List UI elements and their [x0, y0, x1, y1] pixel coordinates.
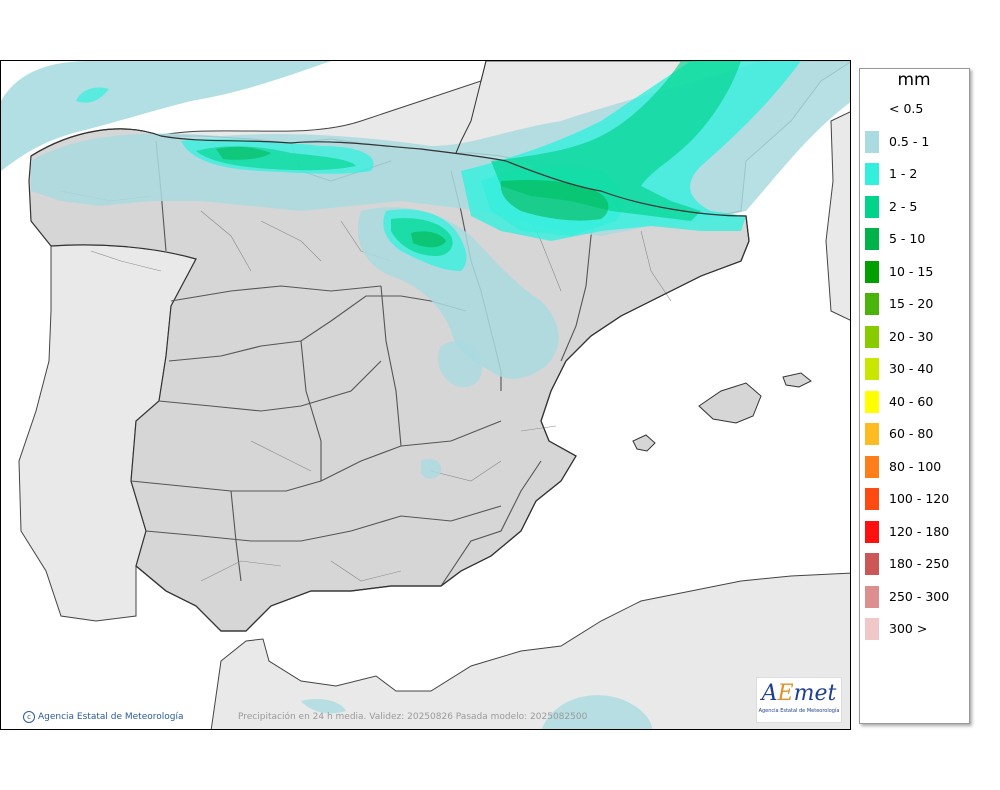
precip-5-10-pyrenees	[500, 179, 609, 221]
legend-swatch	[865, 260, 879, 283]
legend-label: < 0.5	[889, 101, 924, 116]
precipitation-layer	[1, 61, 850, 729]
legend-swatch	[865, 488, 879, 510]
legend-item: 0.5 - 1	[860, 130, 970, 154]
legend-item: < 0.5	[860, 97, 970, 121]
legend-label: 300 >	[889, 621, 928, 636]
legend-item: 2 - 5	[860, 195, 970, 219]
region-borders	[130, 140, 602, 587]
legend-swatch	[865, 325, 879, 348]
ibiza-land	[632, 434, 656, 452]
legend-item: 40 - 60	[860, 390, 970, 414]
legend-label: 15 - 20	[889, 296, 934, 311]
legend-item: 250 - 300	[860, 585, 970, 609]
legend-item: 300 >	[860, 617, 970, 641]
legend-label: 250 - 300	[889, 588, 950, 604]
legend-item: 1 - 2	[860, 162, 970, 186]
africa-land	[210, 572, 850, 729]
legend-swatch	[865, 585, 879, 608]
precip-5-10-cantabrian	[216, 146, 271, 160]
legend-item: 120 - 180	[860, 520, 970, 544]
legend-label: 1 - 2	[889, 166, 918, 181]
legend-swatch	[865, 553, 879, 575]
legend-swatch	[865, 358, 879, 380]
precip-0.5-1-iberian	[437, 341, 482, 388]
legend-swatch	[865, 130, 879, 153]
precip-0.5-1-northwest	[1, 61, 331, 171]
legend-label: 5 - 10	[889, 231, 926, 246]
legend-swatch	[865, 423, 879, 445]
france-coastline	[455, 61, 487, 154]
legend-swatch	[865, 195, 879, 218]
precip-5-10-ebro	[411, 231, 446, 248]
legend-label: 80 - 100	[889, 458, 942, 474]
copyright-icon: c	[23, 711, 35, 723]
sardinia-land	[825, 111, 850, 321]
legend-swatch	[865, 618, 879, 640]
legend-label: 2 - 5	[889, 198, 918, 214]
map-canvas	[1, 61, 850, 729]
legend-item: 20 - 30	[860, 325, 970, 349]
aemet-logo-mark: AEmet	[761, 681, 837, 706]
legend-item: 30 - 40	[860, 357, 970, 381]
legend-swatch	[865, 228, 879, 250]
precip-0.5-1-africa-west	[301, 699, 346, 714]
credit-label: Agencia Estatal de Meteorología	[38, 712, 184, 722]
legend-label: 30 - 40	[889, 361, 934, 376]
legend-item: 180 - 250	[860, 552, 970, 576]
aemet-logo: AEmet Agencia Estatal de Meteorología	[756, 677, 842, 723]
legend-label: 10 - 15	[889, 263, 934, 279]
legend-label: 120 - 180	[889, 523, 950, 539]
spain-coastline	[30, 128, 750, 632]
legend-title: mm	[897, 70, 931, 90]
precip-2-5-pyrenees	[491, 61, 741, 221]
credit-text: c Agencia Estatal de Meteorología	[23, 711, 184, 723]
legend-swatch	[865, 520, 879, 543]
legend: mm < 0.5 0.5 - 1 1 - 2 2 - 5 5 - 10 10 - 15 15…	[859, 68, 970, 724]
aemet-logo-subtitle: Agencia Estatal de Meteorología	[758, 708, 840, 714]
precipitation-map: c Agencia Estatal de Meteorología Precipi…	[0, 60, 851, 730]
legend-swatch	[865, 390, 879, 413]
legend-item: 5 - 10	[860, 227, 970, 251]
menorca-land	[782, 372, 812, 388]
legend-item: 15 - 20	[860, 292, 970, 316]
legend-item: 80 - 100	[860, 455, 970, 479]
legend-label: 0.5 - 1	[889, 133, 930, 149]
legend-label: 180 - 250	[889, 556, 950, 571]
precip-0.5-1-africa	[541, 695, 653, 729]
legend-label: 20 - 30	[889, 328, 934, 344]
legend-label: 100 - 120	[889, 491, 950, 506]
mallorca-land	[698, 382, 762, 424]
legend-swatch	[865, 293, 879, 315]
precip-1-2-gulf	[76, 87, 109, 103]
validity-footer: Precipitación en 24 h media. Validez: 20…	[238, 712, 588, 722]
legend-item: 60 - 80	[860, 422, 970, 446]
legend-swatch	[865, 455, 879, 478]
legend-item: 10 - 15	[860, 260, 970, 284]
legend-label: 60 - 80	[889, 426, 934, 441]
precip-0.5-1-southeast	[421, 459, 442, 479]
legend-label: 40 - 60	[889, 393, 934, 409]
legend-item: 100 - 120	[860, 487, 970, 511]
legend-swatch	[865, 163, 879, 185]
